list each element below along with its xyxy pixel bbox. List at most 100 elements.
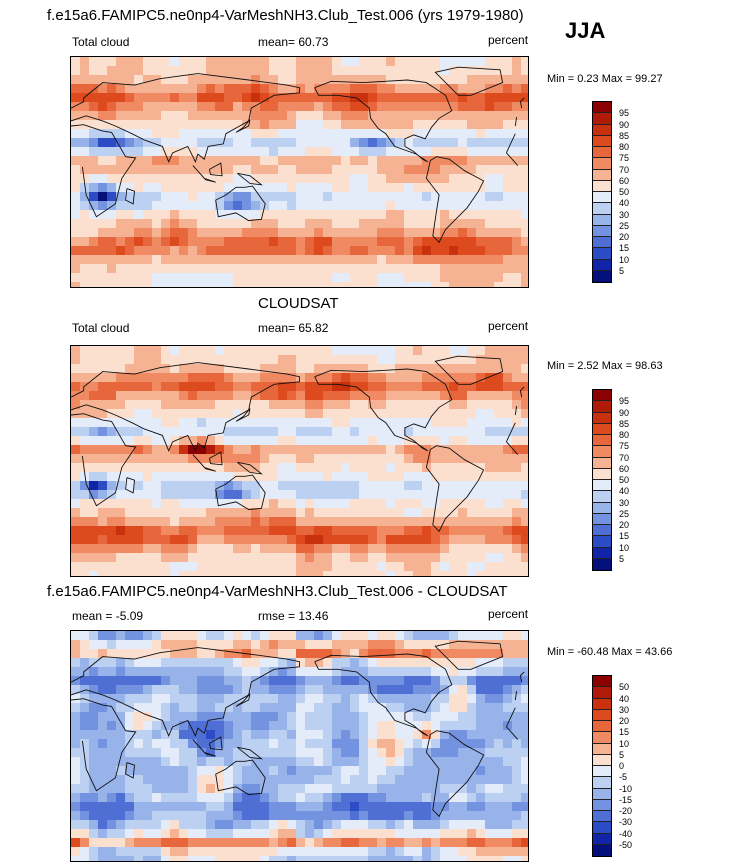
field-cell — [89, 138, 99, 148]
field-cell — [206, 264, 216, 274]
field-cell — [278, 553, 288, 563]
field-cell — [269, 382, 279, 392]
field-cell — [314, 553, 324, 563]
field-cell — [89, 409, 99, 419]
field-cell — [188, 391, 198, 401]
panel2-units: percent — [488, 319, 529, 333]
field-cell — [278, 562, 288, 572]
field-cell — [80, 427, 90, 437]
field-cell — [386, 640, 396, 650]
field-cell — [287, 355, 297, 365]
field-cell — [440, 649, 450, 659]
field-cell — [143, 391, 153, 401]
field-cell — [467, 165, 477, 175]
field-cell — [98, 201, 108, 211]
field-cell — [242, 847, 252, 857]
field-cell — [125, 445, 135, 455]
field-cell — [143, 138, 153, 148]
field-cell — [323, 147, 333, 157]
field-cell — [260, 829, 270, 839]
field-cell — [161, 811, 171, 821]
field-cell — [512, 66, 522, 76]
field-cell — [296, 129, 306, 139]
field-cell — [395, 364, 405, 374]
field-cell — [188, 544, 198, 554]
field-cell — [251, 463, 261, 473]
field-cell — [386, 712, 396, 722]
field-cell — [467, 237, 477, 247]
field-cell — [512, 174, 522, 184]
field-cell — [494, 481, 504, 491]
field-cell — [503, 820, 513, 830]
field-cell — [152, 748, 162, 758]
field-cell — [179, 649, 189, 659]
field-cell — [332, 156, 342, 166]
field-cell — [107, 373, 117, 383]
field-cell — [422, 472, 432, 482]
field-cell — [233, 499, 243, 509]
field-cell — [296, 829, 306, 839]
field-cell — [179, 445, 189, 455]
field-cell — [143, 382, 153, 392]
field-cell — [422, 649, 432, 659]
field-cell — [377, 562, 387, 572]
field-cell — [224, 685, 234, 695]
field-cell — [152, 685, 162, 695]
colorbar-tick-label: 95 — [619, 396, 630, 407]
coastline — [235, 693, 251, 707]
field-cell — [404, 454, 414, 464]
field-cell — [233, 712, 243, 722]
field-cell — [503, 400, 513, 410]
field-cell — [485, 802, 495, 812]
field-cell — [197, 730, 207, 740]
field-cell — [206, 838, 216, 848]
field-cell — [206, 499, 216, 509]
field-cell — [98, 658, 108, 668]
field-cell — [377, 712, 387, 722]
field-cell — [368, 517, 378, 527]
field-cell — [107, 174, 117, 184]
field-cell — [341, 418, 351, 428]
colorbar-tick-label: 95 — [619, 108, 630, 119]
field-cell — [233, 694, 243, 704]
field-cell — [278, 165, 288, 175]
field-cell — [467, 228, 477, 238]
field-cell — [467, 847, 477, 857]
field-cell — [296, 382, 306, 392]
field-cell — [521, 454, 528, 464]
field-cell — [314, 775, 324, 785]
field-cell — [161, 273, 171, 283]
field-cell — [377, 802, 387, 812]
field-cell — [143, 156, 153, 166]
field-cell — [206, 273, 216, 283]
field-cell — [395, 526, 405, 536]
field-cell — [269, 820, 279, 830]
field-cell — [467, 409, 477, 419]
field-cell — [368, 847, 378, 857]
field-cell — [242, 129, 252, 139]
field-cell — [377, 264, 387, 274]
field-cell — [395, 544, 405, 554]
field-cell — [476, 829, 486, 839]
field-cell — [233, 264, 243, 274]
field-cell — [476, 418, 486, 428]
field-cell — [377, 811, 387, 821]
field-cell — [413, 210, 423, 220]
field-cell — [341, 174, 351, 184]
field-cell — [341, 676, 351, 686]
field-cell — [161, 156, 171, 166]
field-cell — [80, 802, 90, 812]
field-cell — [323, 757, 333, 767]
field-cell — [278, 820, 288, 830]
field-cell — [269, 649, 279, 659]
field-cell — [395, 165, 405, 175]
field-cell — [332, 856, 342, 861]
field-cell — [512, 481, 522, 491]
field-cell — [269, 93, 279, 103]
field-cell — [134, 183, 144, 193]
field-cell — [503, 535, 513, 545]
field-cell — [287, 147, 297, 157]
field-cell — [80, 436, 90, 446]
field-cell — [89, 246, 99, 256]
field-cell — [296, 255, 306, 265]
